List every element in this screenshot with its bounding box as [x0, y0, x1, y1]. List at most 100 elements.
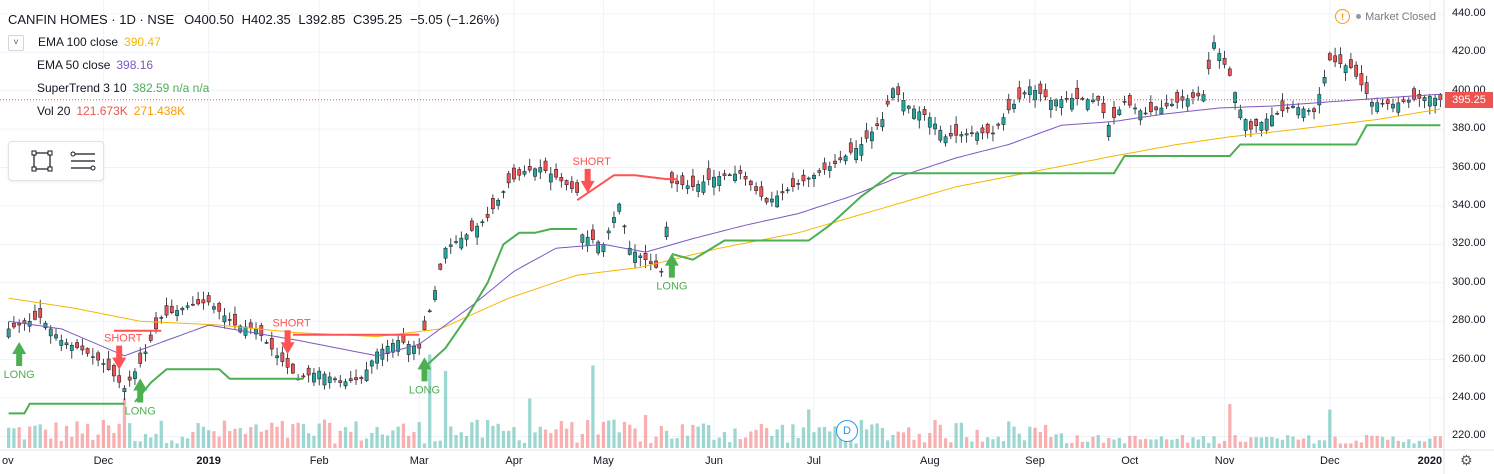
legend-row-supertrend[interactable]: SuperTrend 3 10 382.59 n/a n/a — [8, 77, 503, 100]
candle — [333, 378, 337, 381]
candle — [306, 367, 311, 376]
volume-bar — [854, 443, 858, 448]
candle — [1059, 99, 1064, 108]
volume-bar — [722, 432, 727, 448]
volume-bar — [1270, 437, 1274, 448]
gear-icon[interactable]: ⚙ — [1460, 452, 1473, 468]
indicator-name-volume: Vol 20 — [37, 104, 71, 118]
candle — [838, 157, 843, 161]
long-signal-label: LONG — [656, 281, 687, 293]
volume-bar — [443, 371, 448, 448]
candle — [659, 270, 664, 273]
volume-bar — [1112, 439, 1116, 448]
volume-bar — [349, 431, 353, 448]
candle — [1064, 98, 1069, 100]
volume-bar — [554, 429, 558, 448]
lines-tool-button[interactable] — [69, 149, 96, 173]
candle — [517, 169, 522, 176]
candle — [1185, 98, 1190, 107]
volume-bar — [75, 421, 79, 448]
candle — [301, 375, 306, 378]
volume-bar — [407, 435, 411, 448]
candle — [1217, 53, 1222, 61]
candle — [259, 325, 264, 336]
volume-bar — [1154, 439, 1158, 448]
volume-bar — [743, 437, 748, 448]
candle — [64, 342, 69, 345]
candle — [1227, 68, 1232, 76]
candle — [870, 131, 874, 142]
volume-bar — [459, 432, 463, 448]
volume-bar — [1222, 440, 1227, 448]
volume-bar — [1180, 435, 1185, 448]
legend-row-volume[interactable]: Vol 20 121.673K 271.438K — [8, 100, 503, 123]
volume-bar — [822, 426, 827, 448]
rectangle-tool-button[interactable] — [30, 149, 54, 173]
candle — [769, 198, 774, 203]
volume-bar — [649, 442, 653, 448]
rectangle-icon — [31, 150, 53, 172]
volume-bar — [870, 424, 874, 448]
candle — [280, 352, 285, 362]
volume-bar — [507, 430, 511, 448]
candle — [896, 86, 901, 95]
close-value: C395.25 — [353, 12, 403, 27]
legend-row-ema100[interactable]: ˅ EMA 100 close 390.47 — [8, 31, 503, 54]
volume-bar — [464, 436, 469, 448]
volume-bar — [1422, 441, 1427, 448]
candle — [1312, 108, 1316, 113]
candle — [980, 127, 985, 134]
volume-bar — [686, 435, 690, 448]
candle — [433, 290, 437, 300]
indicator-name-supertrend: SuperTrend 3 10 — [37, 81, 127, 95]
volume-bar — [664, 430, 669, 448]
candle — [906, 105, 911, 109]
candle — [496, 199, 501, 206]
volume-bar — [1349, 443, 1353, 448]
volume-bar — [259, 431, 263, 448]
ema100-line — [8, 108, 1441, 338]
time-tick-label: Feb — [309, 455, 329, 467]
candle — [1143, 112, 1148, 115]
supertrend-down-line — [576, 174, 678, 202]
market-status[interactable]: ! Market Closed — [1335, 9, 1436, 24]
candle — [622, 225, 627, 228]
candle — [875, 123, 880, 126]
volume-bar — [1433, 436, 1437, 448]
candle — [212, 306, 216, 310]
volume-bar — [1038, 431, 1042, 448]
candle — [1159, 107, 1164, 115]
indicator-value-volume-ma: 271.438K — [133, 104, 186, 118]
candle — [59, 340, 64, 346]
candle — [322, 373, 327, 386]
collapse-legend-button[interactable]: ˅ — [8, 34, 24, 51]
volume-bar — [1307, 435, 1311, 448]
candle — [1080, 97, 1085, 100]
volume-bar — [1212, 436, 1216, 448]
candle — [733, 173, 737, 182]
candle — [1085, 99, 1090, 110]
volume-bar — [496, 423, 500, 448]
volume-bar — [433, 441, 437, 448]
price-tick-label: 420.00 — [1452, 45, 1486, 58]
candle — [1370, 101, 1374, 107]
candle — [1396, 102, 1401, 113]
symbol-title[interactable]: CANFIN HOMES · 1D · NSE — [8, 12, 175, 27]
dividend-marker[interactable]: D — [836, 420, 858, 442]
candle — [1106, 125, 1111, 137]
candle — [1170, 103, 1174, 107]
candle — [406, 344, 411, 355]
candle — [522, 171, 527, 175]
legend-row-ema50[interactable]: EMA 50 close 398.16 — [8, 54, 503, 77]
time-tick-label: Nov — [1214, 455, 1235, 467]
volume-bar — [691, 424, 695, 448]
volume-bar — [1117, 437, 1121, 448]
volume-bar — [49, 438, 53, 448]
volume-bar — [196, 423, 200, 448]
price-tick-label: 300.00 — [1452, 275, 1486, 288]
candle — [859, 144, 864, 156]
candle — [43, 322, 48, 329]
volume-bar — [1165, 439, 1169, 448]
volume-bar — [80, 433, 84, 448]
